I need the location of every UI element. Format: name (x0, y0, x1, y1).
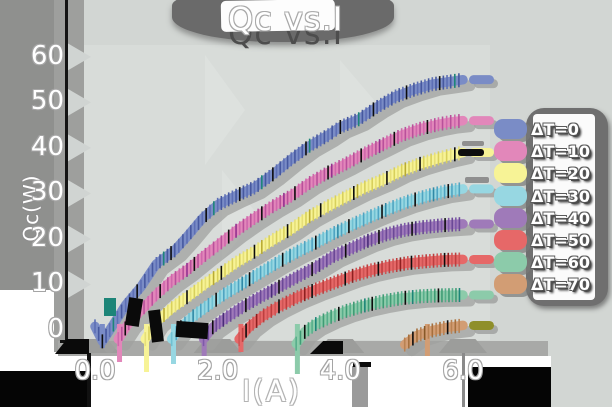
legend-item-label: ΔT=50 (531, 231, 590, 250)
black-bar-artifact (468, 367, 551, 407)
series-shadow (146, 153, 476, 351)
x-axis-label: I(A) (242, 374, 302, 407)
glitch-artifact (175, 320, 209, 340)
x-tick-label: 6.0 (442, 356, 484, 386)
shadow-artifact (352, 366, 368, 407)
legend-item-label: ΔT=0 (531, 120, 579, 139)
axis-shadow-line (87, 352, 91, 407)
legend-swatch (494, 141, 527, 162)
y-tick-label: 30 (30, 177, 64, 208)
series-end-dash (469, 290, 494, 300)
series-zero-drip (171, 324, 177, 364)
legend-swatch (494, 230, 527, 250)
y-tick-label: 40 (30, 131, 64, 162)
legend-item-label: ΔT=10 (531, 142, 590, 162)
glitch-artifact (104, 298, 116, 316)
series-shadow (205, 224, 476, 351)
shadow-artifact (353, 362, 371, 367)
legend-item-label: ΔT=20 (531, 164, 590, 184)
series-shadow (173, 189, 476, 351)
glitch-artifact (462, 141, 484, 146)
series-zero-drip (294, 324, 300, 374)
legend-swatch (494, 163, 527, 184)
legend-item-label: ΔT=60 (531, 253, 590, 273)
x-tick-label: 0.0 (74, 356, 116, 386)
glitch-artifact (465, 177, 489, 183)
y-tick-label: 10 (30, 268, 64, 299)
series-end-dash (469, 116, 494, 126)
legend-swatch (494, 252, 527, 273)
legend-item-label: ΔT=70 (531, 275, 590, 295)
legend-swatch (494, 119, 527, 139)
black-bar-artifact (0, 371, 91, 407)
legend-item-label: ΔT=30 (531, 186, 590, 206)
series-shadow (119, 121, 476, 351)
y-tick-label: 60 (30, 40, 64, 71)
legend-swatch (494, 185, 527, 206)
y-tick-label: 0 (47, 314, 64, 344)
series-shadow (96, 80, 476, 353)
series-end-dash (469, 75, 494, 85)
x-tick-bump (438, 339, 487, 353)
legend-swatch (494, 274, 527, 295)
y-axis-spine (65, 0, 68, 352)
axis-shadow-line (462, 352, 465, 407)
glitch-artifact (458, 149, 484, 156)
x-tick-label: 4.0 (319, 356, 361, 386)
series-end-dash (469, 184, 494, 194)
x-tick-label: 2.0 (196, 356, 239, 386)
left-margin (0, 0, 54, 290)
series-end-dash (469, 219, 494, 229)
series-end-dash (469, 320, 494, 330)
legend-item-label: ΔT=40 (531, 208, 590, 228)
series-zero-drip (144, 324, 150, 372)
y-tick-label: 50 (30, 86, 64, 117)
series-end-dash (469, 254, 494, 264)
page-title: Qc vs.I (228, 0, 344, 38)
series-shadow (297, 295, 476, 356)
legend-backdrop (533, 114, 595, 300)
y-tick-label: 20 (30, 222, 64, 253)
series-zero-drip (424, 324, 430, 356)
bottom-right-margin (548, 338, 612, 407)
legend-swatch (494, 207, 527, 228)
